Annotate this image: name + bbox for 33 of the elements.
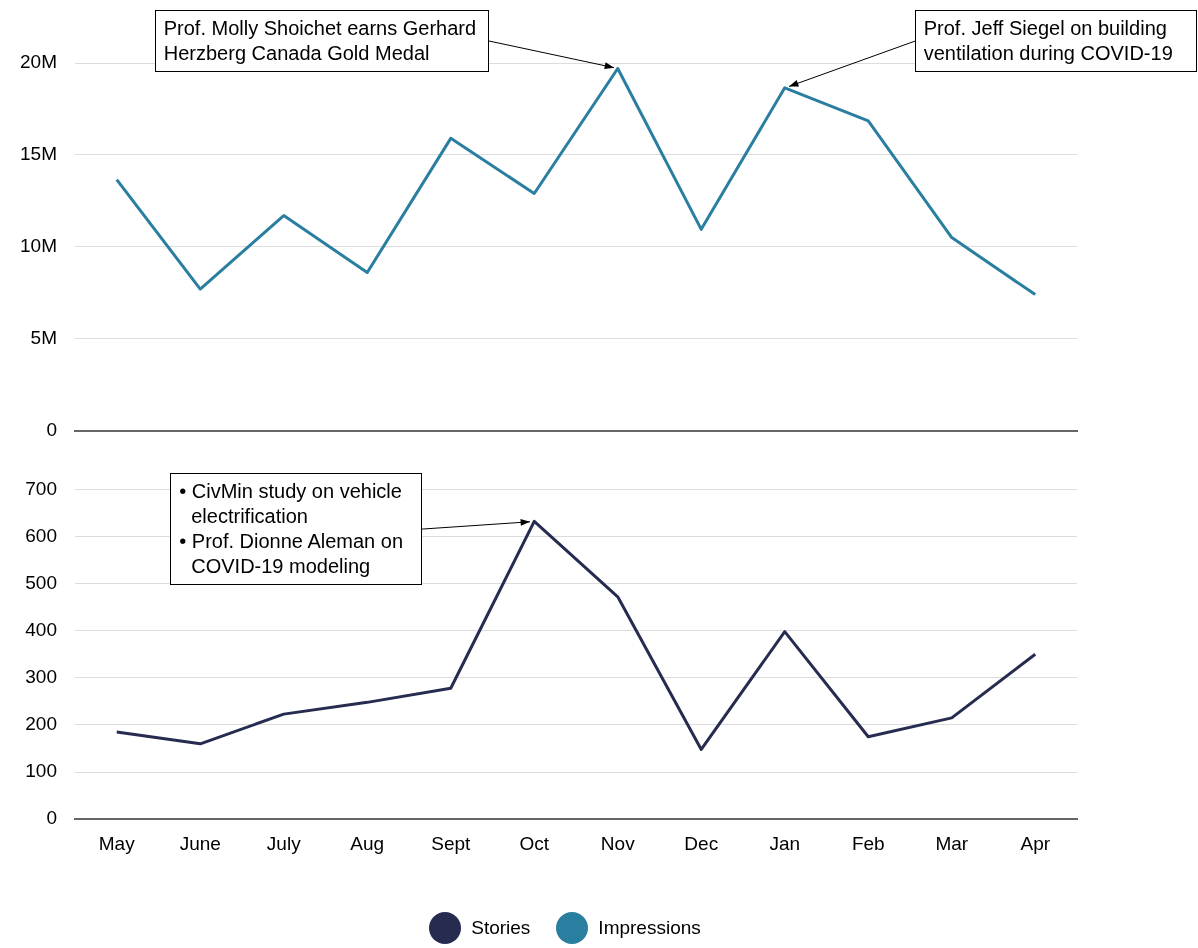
x-tick-label: Dec [684,832,719,854]
annotation: Prof. Molly Shoichet earns Gerhard Herzberg Canada Gold Medal [163,16,478,66]
x-tick-label: Nov [600,832,636,854]
y-tick-label: 15M [20,143,57,165]
x-tick-label: Feb [851,832,885,854]
x-tick-label: Jan [769,832,801,854]
y-tick-label: 500 [25,571,57,593]
x-tick-label: Oct [519,832,550,854]
y-tick-label: 700 [25,477,57,499]
callout-box: • CivMin study on vehicle electrification • Prof. Dionne Aleman on COVID-19 modeling [170,473,423,585]
y-tick-label: 0 [46,418,57,440]
x-tick-label: May [98,832,136,854]
y-tick-label: 20M [20,51,57,73]
annotation: • CivMin study on vehicle electrification • Prof. Dionne Aleman on COVID-19 modeling [179,479,405,579]
x-tick-label: Mar [935,832,969,854]
annotation: Prof. Jeff Siegel on building ventilation during COVID-19 [923,16,1174,66]
legend-label: Impressions [598,917,701,939]
callout-box: Prof. Molly Shoichet earns Gerhard Herzberg Canada Gold Medal [154,10,489,72]
y-tick-label: 0 [46,807,57,829]
y-tick-label: 300 [25,666,57,688]
x-tick-label: Apr [1020,832,1051,854]
x-tick-label: Sept [431,832,472,854]
y-tick-label: 200 [25,713,57,735]
x-tick-label: July [266,832,302,854]
legend-label: Stories [471,917,531,939]
x-tick-label: June [179,832,221,854]
y-tick-label: 100 [25,760,57,782]
y-tick-label: 5M [30,326,57,348]
x-tick-label: Aug [350,832,385,854]
y-tick-label: 600 [25,524,57,546]
y-tick-label: 400 [25,618,57,640]
y-tick-label: 10M [20,235,57,257]
callout-box: Prof. Jeff Siegel on building ventilation during COVID-19 [914,10,1197,72]
